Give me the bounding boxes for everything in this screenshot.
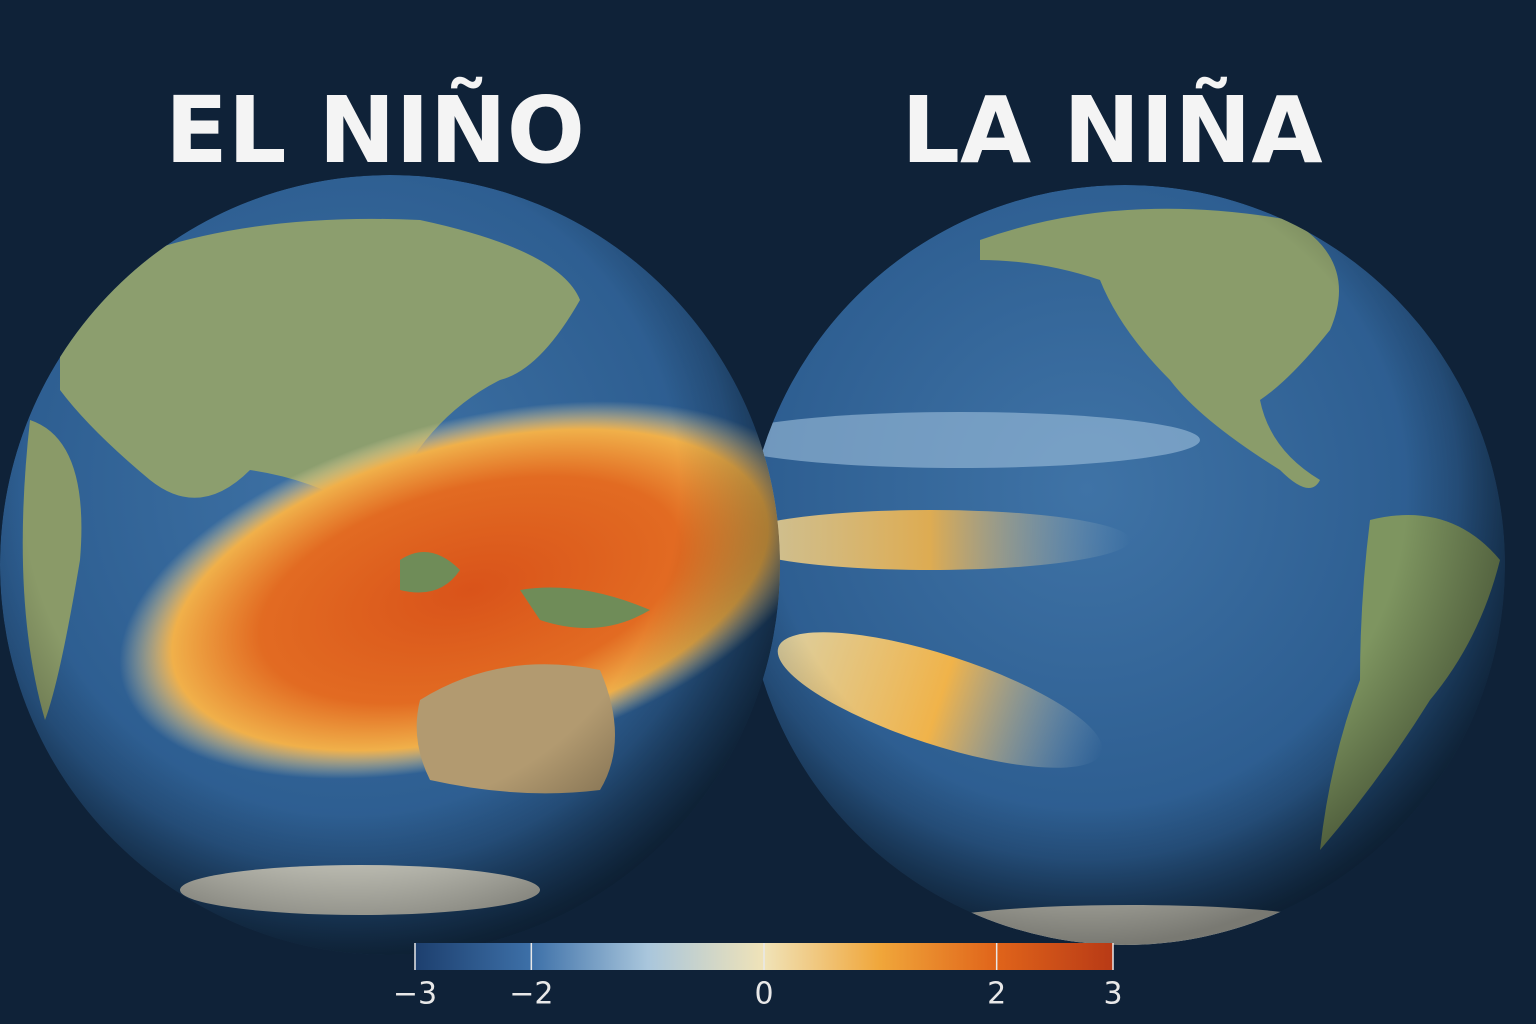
tick-label: −2 [509,977,553,1012]
title-left: EL NIÑO [165,76,585,184]
colorbar-ticks: −3 −2 0 2 3 [393,943,1123,1012]
globe-el-nino [0,175,780,955]
tick-label: 0 [754,977,773,1012]
globe-la-nina [745,185,1505,945]
tick-label: −3 [393,977,437,1012]
tick-label: 3 [1103,977,1122,1012]
title-right: LA NIÑA [901,76,1322,184]
tick-label: 2 [987,977,1006,1012]
